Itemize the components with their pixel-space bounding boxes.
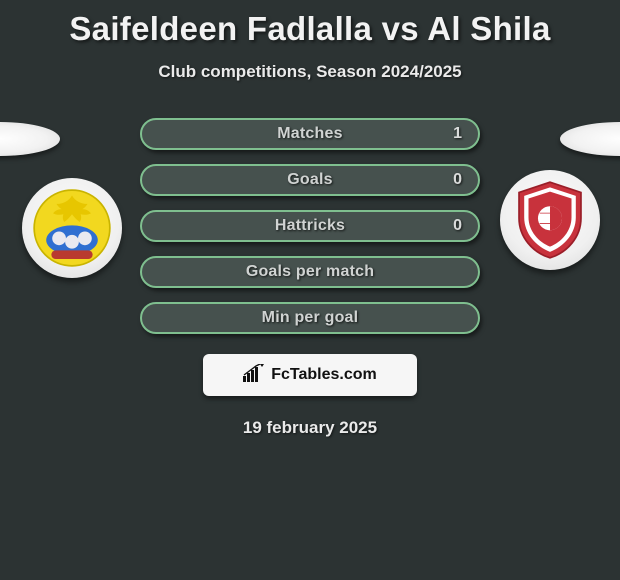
stat-label: Min per goal — [262, 309, 359, 327]
club-left-crest-icon — [29, 185, 115, 271]
stat-label: Hattricks — [275, 217, 345, 235]
stat-row-min-per-goal: Min per goal — [140, 302, 480, 334]
bar-chart-icon — [243, 364, 265, 387]
stat-label: Goals — [287, 171, 332, 189]
stats-container: Matches 1 Goals 0 Hattricks 0 Goals per … — [140, 118, 480, 334]
stat-value: 0 — [453, 217, 462, 235]
player-right-oval — [560, 122, 620, 156]
player-left-oval — [0, 122, 60, 156]
club-left-badge — [22, 178, 122, 278]
stat-row-matches: Matches 1 — [140, 118, 480, 150]
club-right-badge — [500, 170, 600, 270]
stat-row-goals: Goals 0 — [140, 164, 480, 196]
brand-text: FcTables.com — [271, 366, 377, 384]
club-right-crest-icon — [507, 177, 593, 263]
stat-row-goals-per-match: Goals per match — [140, 256, 480, 288]
stat-label: Goals per match — [246, 263, 374, 281]
stat-row-hattricks: Hattricks 0 — [140, 210, 480, 242]
stat-label: Matches — [277, 125, 342, 143]
stat-value: 1 — [453, 125, 462, 143]
brand-box: FcTables.com — [203, 354, 417, 396]
season-subtitle: Club competitions, Season 2024/2025 — [0, 62, 620, 82]
snapshot-date: 19 february 2025 — [0, 418, 620, 438]
stat-value: 0 — [453, 171, 462, 189]
page-title: Saifeldeen Fadlalla vs Al Shila — [0, 0, 620, 48]
